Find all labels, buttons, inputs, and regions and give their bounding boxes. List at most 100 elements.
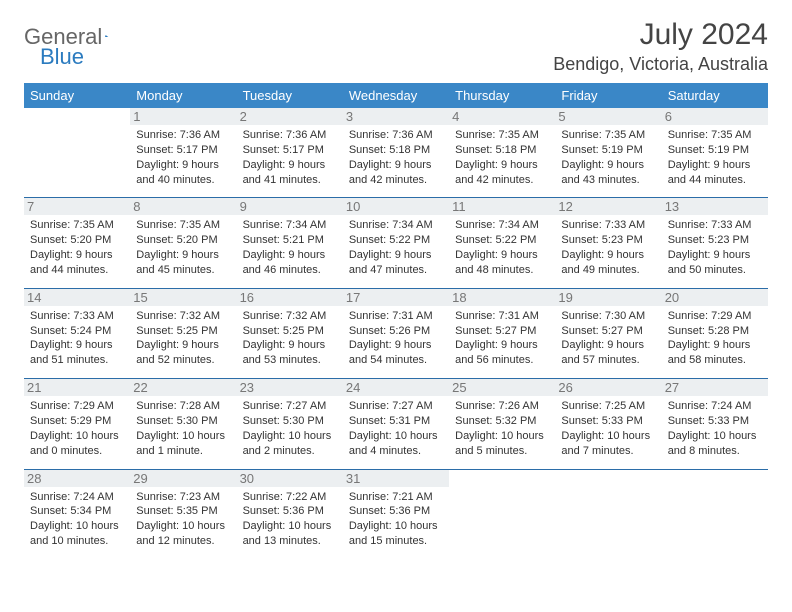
day-number: 9	[237, 198, 343, 215]
sunrise-text: Sunrise: 7:35 AM	[136, 218, 230, 233]
daylight-text: Daylight: 10 hours and 2 minutes.	[243, 429, 337, 459]
calendar-cell	[449, 469, 555, 559]
day-number: 23	[237, 379, 343, 396]
day-info: Sunrise: 7:30 AMSunset: 5:27 PMDaylight:…	[561, 309, 655, 368]
sunset-text: Sunset: 5:22 PM	[455, 233, 549, 248]
daylight-text: Daylight: 10 hours and 0 minutes.	[30, 429, 124, 459]
daylight-text: Daylight: 10 hours and 1 minute.	[136, 429, 230, 459]
daylight-text: Daylight: 9 hours and 45 minutes.	[136, 248, 230, 278]
calendar-cell: 19Sunrise: 7:30 AMSunset: 5:27 PMDayligh…	[555, 288, 661, 378]
daylight-text: Daylight: 9 hours and 57 minutes.	[561, 338, 655, 368]
sunrise-text: Sunrise: 7:31 AM	[349, 309, 443, 324]
sunset-text: Sunset: 5:20 PM	[30, 233, 124, 248]
brand-part2: Blue	[40, 44, 84, 70]
sunset-text: Sunset: 5:26 PM	[349, 324, 443, 339]
sunrise-text: Sunrise: 7:25 AM	[561, 399, 655, 414]
calendar-cell: 29Sunrise: 7:23 AMSunset: 5:35 PMDayligh…	[130, 469, 236, 559]
logo-triangle-icon	[105, 28, 108, 44]
calendar-cell: 26Sunrise: 7:25 AMSunset: 5:33 PMDayligh…	[555, 379, 661, 469]
calendar-cell: 22 Sunrise: 7:28 AMSunset: 5:30 PMDayligh…	[130, 379, 236, 469]
sunset-text: Sunset: 5:33 PM	[561, 414, 655, 429]
calendar-cell: 21Sunrise: 7:29 AMSunset: 5:29 PMDayligh…	[24, 379, 130, 469]
sunrise-text: Sunrise: 7:24 AM	[30, 490, 124, 505]
sunset-text: Sunset: 5:17 PM	[243, 143, 337, 158]
daylight-text: Daylight: 10 hours and 12 minutes.	[136, 519, 230, 549]
daylight-text: Daylight: 10 hours and 15 minutes.	[349, 519, 443, 549]
day-info: Sunrise: 7:23 AMSunset: 5:35 PMDaylight:…	[136, 490, 230, 549]
sunrise-text: Sunrise: 7:21 AM	[349, 490, 443, 505]
daylight-text: Daylight: 9 hours and 42 minutes.	[349, 158, 443, 188]
calendar-row: 7Sunrise: 7:35 AMSunset: 5:20 PMDaylight…	[24, 198, 768, 288]
day-info: Sunrise: 7:27 AMSunset: 5:31 PMDaylight:…	[349, 399, 443, 458]
calendar-cell: 13Sunrise: 7:33 AMSunset: 5:23 PMDayligh…	[662, 198, 768, 288]
day-info: Sunrise: 7:35 AMSunset: 5:20 PMDaylight:…	[136, 218, 230, 277]
day-info: Sunrise: 7:27 AMSunset: 5:30 PMDaylight:…	[243, 399, 337, 458]
calendar-cell: 11 Sunrise: 7:34 AMSunset: 5:22 PMDayligh…	[449, 198, 555, 288]
calendar-cell: 6 Sunrise: 7:35 AMSunset: 5:19 PMDaylight…	[662, 108, 768, 198]
page-header: General July 2024 Bendigo, Victoria, Aus…	[24, 18, 768, 75]
weekday-header: Saturday	[662, 83, 768, 108]
calendar-row: 28Sunrise: 7:24 AMSunset: 5:34 PMDayligh…	[24, 469, 768, 559]
daylight-text: Daylight: 9 hours and 42 minutes.	[455, 158, 549, 188]
sunset-text: Sunset: 5:27 PM	[455, 324, 549, 339]
sunset-text: Sunset: 5:27 PM	[561, 324, 655, 339]
day-info: Sunrise: 7:35 AMSunset: 5:18 PMDaylight:…	[455, 128, 549, 187]
daylight-text: Daylight: 9 hours and 50 minutes.	[668, 248, 762, 278]
daylight-text: Daylight: 10 hours and 5 minutes.	[455, 429, 549, 459]
daylight-text: Daylight: 9 hours and 41 minutes.	[243, 158, 337, 188]
weekday-header: Monday	[130, 83, 236, 108]
weekday-header: Sunday	[24, 83, 130, 108]
day-number: 30	[237, 470, 343, 487]
sunrise-text: Sunrise: 7:32 AM	[136, 309, 230, 324]
day-number: 11	[449, 198, 555, 215]
daylight-text: Daylight: 10 hours and 4 minutes.	[349, 429, 443, 459]
sunset-text: Sunset: 5:21 PM	[243, 233, 337, 248]
daylight-text: Daylight: 10 hours and 8 minutes.	[668, 429, 762, 459]
weekday-header: Tuesday	[237, 83, 343, 108]
sunset-text: Sunset: 5:25 PM	[243, 324, 337, 339]
calendar-cell	[555, 469, 661, 559]
day-number: 6	[662, 108, 768, 125]
sunset-text: Sunset: 5:18 PM	[455, 143, 549, 158]
day-number: 21	[24, 379, 130, 396]
day-number: 1	[130, 108, 236, 125]
sunrise-text: Sunrise: 7:35 AM	[561, 128, 655, 143]
sunrise-text: Sunrise: 7:30 AM	[561, 309, 655, 324]
daylight-text: Daylight: 10 hours and 13 minutes.	[243, 519, 337, 549]
day-info: Sunrise: 7:28 AMSunset: 5:30 PMDaylight:…	[136, 399, 230, 458]
calendar-cell	[662, 469, 768, 559]
daylight-text: Daylight: 9 hours and 58 minutes.	[668, 338, 762, 368]
sunrise-text: Sunrise: 7:28 AM	[136, 399, 230, 414]
day-info: Sunrise: 7:35 AMSunset: 5:19 PMDaylight:…	[668, 128, 762, 187]
sunrise-text: Sunrise: 7:34 AM	[349, 218, 443, 233]
sunrise-text: Sunrise: 7:33 AM	[668, 218, 762, 233]
sunrise-text: Sunrise: 7:23 AM	[136, 490, 230, 505]
calendar-cell: 9Sunrise: 7:34 AMSunset: 5:21 PMDaylight…	[237, 198, 343, 288]
sunrise-text: Sunrise: 7:33 AM	[561, 218, 655, 233]
calendar-cell: 20Sunrise: 7:29 AMSunset: 5:28 PMDayligh…	[662, 288, 768, 378]
sunset-text: Sunset: 5:18 PM	[349, 143, 443, 158]
calendar-row: 14Sunrise: 7:33 AMSunset: 5:24 PMDayligh…	[24, 288, 768, 378]
title-block: July 2024 Bendigo, Victoria, Australia	[553, 18, 768, 75]
day-number: 22	[130, 379, 236, 396]
daylight-text: Daylight: 9 hours and 40 minutes.	[136, 158, 230, 188]
calendar-row: 21Sunrise: 7:29 AMSunset: 5:29 PMDayligh…	[24, 379, 768, 469]
sunrise-text: Sunrise: 7:34 AM	[455, 218, 549, 233]
day-info: Sunrise: 7:33 AMSunset: 5:23 PMDaylight:…	[561, 218, 655, 277]
calendar-cell: 18Sunrise: 7:31 AMSunset: 5:27 PMDayligh…	[449, 288, 555, 378]
day-number: 3	[343, 108, 449, 125]
day-info: Sunrise: 7:33 AMSunset: 5:23 PMDaylight:…	[668, 218, 762, 277]
calendar-cell: 2Sunrise: 7:36 AMSunset: 5:17 PMDaylight…	[237, 108, 343, 198]
day-number: 31	[343, 470, 449, 487]
day-info: Sunrise: 7:34 AMSunset: 5:22 PMDaylight:…	[455, 218, 549, 277]
day-info: Sunrise: 7:31 AMSunset: 5:26 PMDaylight:…	[349, 309, 443, 368]
day-info: Sunrise: 7:36 AMSunset: 5:17 PMDaylight:…	[136, 128, 230, 187]
sunset-text: Sunset: 5:35 PM	[136, 504, 230, 519]
sunrise-text: Sunrise: 7:33 AM	[30, 309, 124, 324]
calendar-cell: 4Sunrise: 7:35 AMSunset: 5:18 PMDaylight…	[449, 108, 555, 198]
sunset-text: Sunset: 5:17 PM	[136, 143, 230, 158]
day-number: 17	[343, 289, 449, 306]
sunset-text: Sunset: 5:23 PM	[561, 233, 655, 248]
sunrise-text: Sunrise: 7:34 AM	[243, 218, 337, 233]
sunrise-text: Sunrise: 7:24 AM	[668, 399, 762, 414]
